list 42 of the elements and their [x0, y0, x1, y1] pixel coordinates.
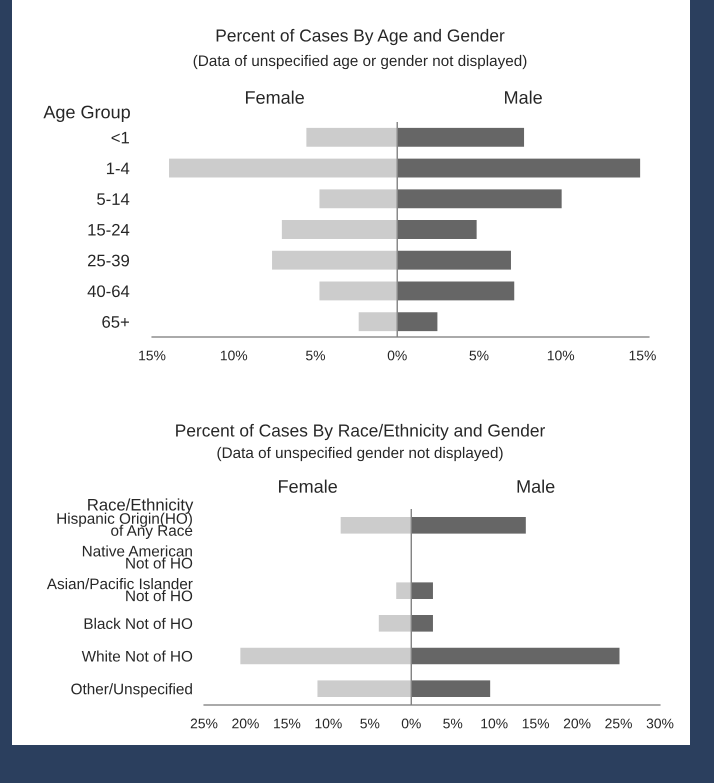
y-tick-label: 25-39 [88, 254, 129, 266]
chart-title: Percent of Cases By Race/Ethnicity and Gender [176, 424, 545, 440]
x-tick-label: 20% [232, 718, 259, 728]
series-label: Female [279, 480, 337, 493]
x-tick-label: 25% [605, 718, 632, 728]
y-tick-label: 40-64 [88, 285, 130, 298]
x-tick-label: 10% [481, 718, 508, 728]
x-tick-label: 10% [548, 350, 574, 360]
x-tick-label: 0% [388, 350, 407, 360]
y-axis-title: Race/Ethnicity [88, 498, 194, 514]
y-tick-label: 1-4 [106, 162, 130, 174]
x-tick-label: 5% [306, 350, 326, 360]
y-tick-label: Other/Unspecified [71, 683, 192, 698]
y-tick-label: Black Not of HO [84, 618, 192, 630]
x-tick-label: 5% [360, 718, 380, 728]
chart-subtitle: (Data of unspecified age or gender not displayed) [194, 54, 526, 70]
chart-subtitle: (Data of unspecified gender not displayed) [217, 446, 503, 462]
x-tick-label: 25% [190, 718, 218, 728]
x-tick-label: 15% [522, 718, 550, 728]
x-tick-label: 30% [646, 718, 674, 728]
x-tick-label: 10% [316, 718, 342, 728]
chart-title: Percent of Cases By Age and Gender [216, 28, 504, 46]
x-tick-label: 5% [443, 718, 462, 728]
x-tick-label: 0% [402, 718, 421, 728]
y-tick-label: 5-14 [97, 193, 130, 205]
x-tick-label: 10% [220, 350, 248, 360]
series-label: Male [518, 480, 554, 493]
y-tick-label: Hispanic Origin(HO) of Any Race [57, 512, 192, 539]
series-label: Male [505, 90, 542, 104]
x-tick-label: 15% [630, 350, 656, 360]
y-tick-label: Asian/Pacific Islander Not of HO [46, 578, 193, 602]
y-tick-label: <1 [112, 132, 129, 144]
y-axis-title: Age Group [43, 106, 130, 122]
y-tick-label: Native American Not of HO [82, 545, 192, 569]
x-tick-label: 20% [564, 718, 590, 728]
y-tick-label: 15-24 [88, 224, 130, 236]
series-label: Female [246, 90, 304, 104]
y-tick-label: White Not of HO [82, 650, 192, 662]
x-tick-label: 15% [139, 350, 166, 360]
x-tick-label: 15% [274, 718, 300, 728]
y-tick-label: 65+ [102, 316, 129, 328]
x-tick-label: 5% [469, 350, 489, 360]
